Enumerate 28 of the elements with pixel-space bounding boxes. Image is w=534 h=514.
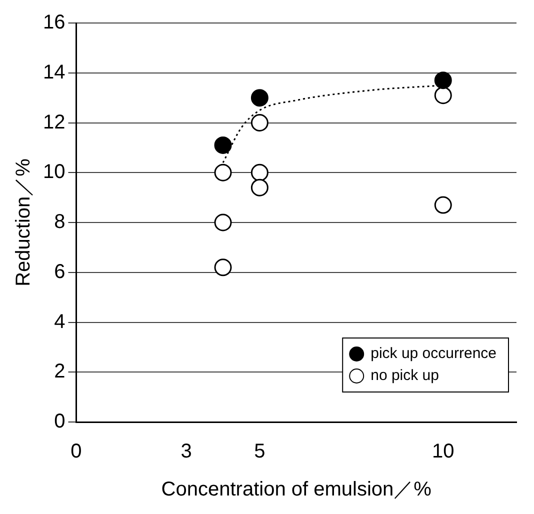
point: [250, 178, 268, 196]
point: [250, 89, 268, 107]
point: [250, 114, 268, 132]
point: [434, 196, 452, 214]
x-tick-label: 0: [70, 440, 82, 463]
y-tick-label: 0: [54, 410, 66, 433]
y-tick-label: 14: [42, 61, 66, 84]
y-axis-title: Reduction／%: [12, 158, 35, 286]
y-tick-label: 6: [54, 260, 66, 283]
y-tick-label: 10: [42, 161, 66, 184]
y-tick-label: 12: [42, 111, 66, 134]
x-tick-label: 5: [254, 440, 266, 463]
point: [434, 86, 452, 104]
y-tick-label: 2: [54, 360, 66, 383]
x-tick-label: 10: [432, 440, 454, 463]
legend-label: no pick up: [370, 367, 439, 384]
x-axis-title: Concentration of emulsion／%: [161, 478, 432, 501]
point: [214, 214, 232, 232]
point: [250, 164, 268, 182]
point: [214, 136, 232, 154]
y-tick-label: 4: [54, 310, 66, 333]
y-tick-label: 16: [42, 12, 66, 34]
y-tick-label: 8: [54, 211, 66, 234]
point: [214, 164, 232, 182]
legend-label: pick up occurrence: [370, 345, 497, 362]
point: [434, 72, 452, 90]
x-tick-label: 3: [180, 440, 192, 463]
point: [214, 258, 232, 276]
